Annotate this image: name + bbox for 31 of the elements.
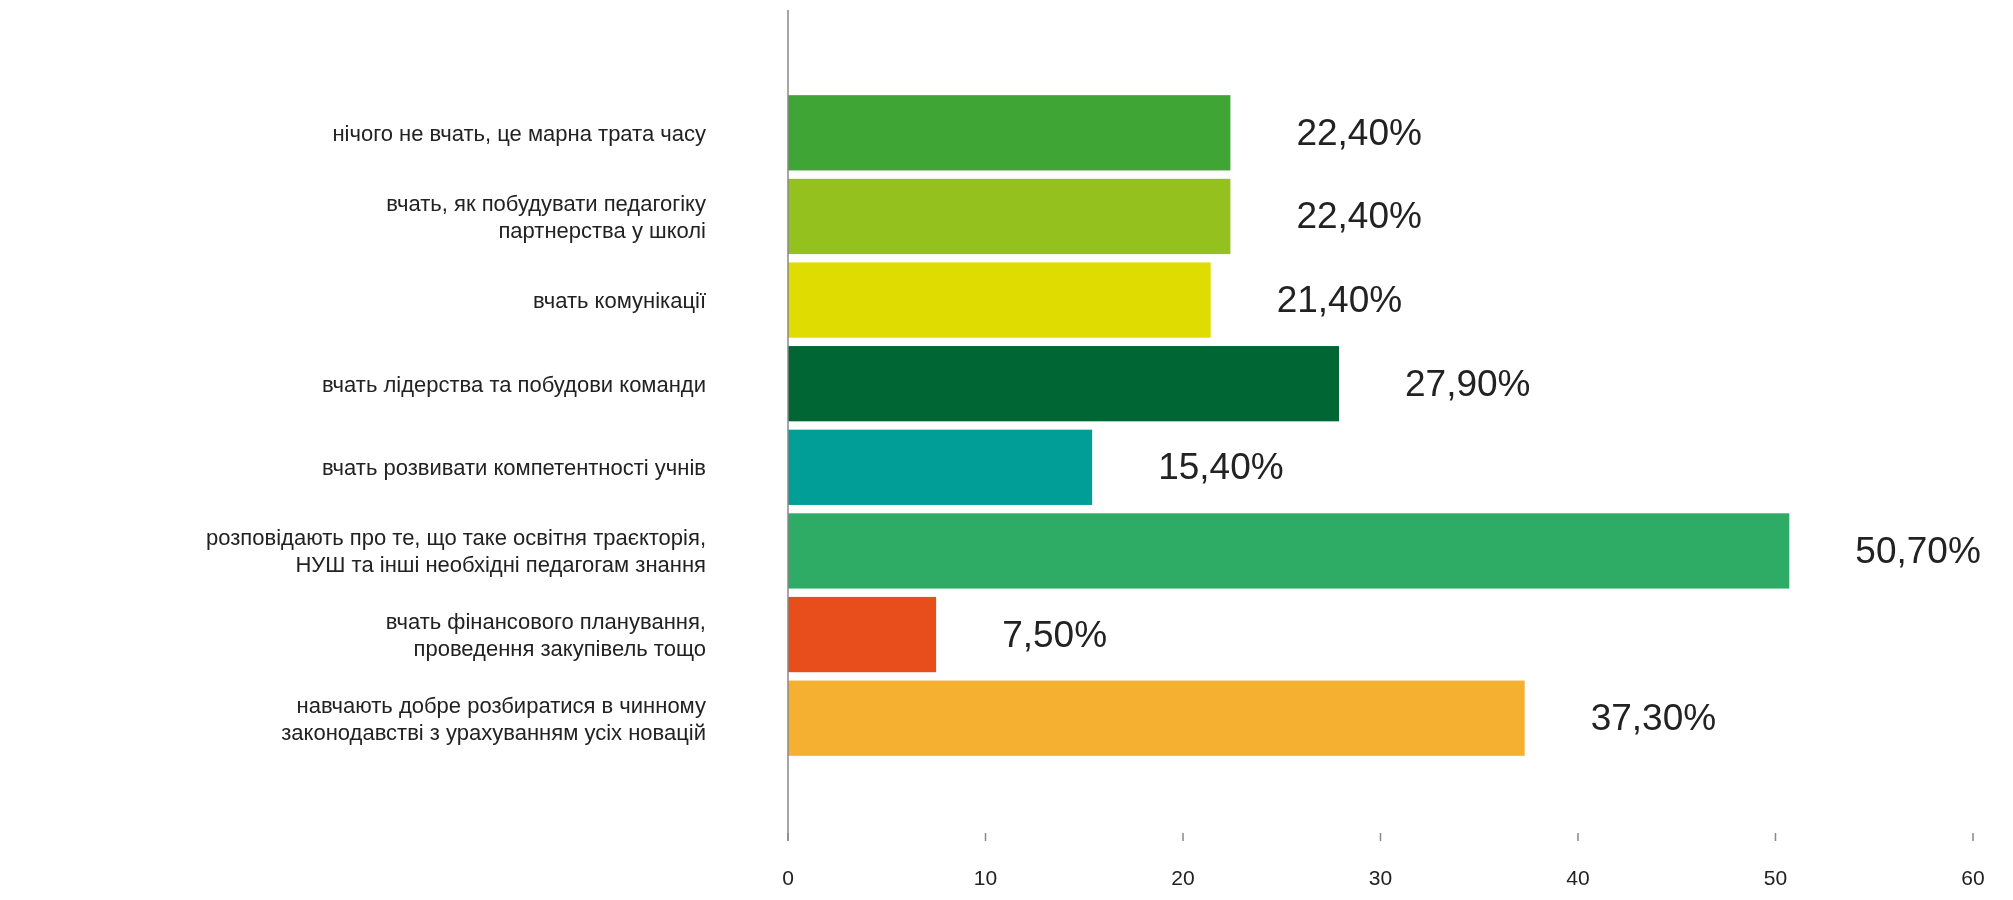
x-tick-label: 20 — [1171, 866, 1195, 889]
y-tick-label: нічого не вчать, це марна трата часу — [332, 120, 706, 146]
y-tick-label: вчать комунікації — [532, 288, 706, 314]
data-label: 22,40% — [1296, 111, 1422, 153]
data-label: 21,40% — [1276, 279, 1403, 321]
x-tick-label: 10 — [973, 866, 998, 889]
y-tick-label: розповідають про те, що таке освітня траєкторія, НУШ та інші необхідні педагогам знання — [206, 525, 706, 578]
data-label: 15,40% — [1158, 446, 1284, 488]
data-label: 27,90% — [1405, 362, 1531, 404]
bar — [788, 596, 937, 673]
bar — [788, 178, 1231, 255]
x-tick-label: 30 — [1368, 866, 1393, 889]
bar — [788, 680, 1525, 756]
data-label: 22,40% — [1296, 195, 1422, 237]
x-tick-label: 40 — [1566, 866, 1590, 889]
data-label: 37,30% — [1590, 697, 1717, 739]
bar — [788, 262, 1211, 338]
y-tick-label: вчать фінансового планування, проведення закупівель тощо — [385, 609, 706, 662]
data-label: 7,50% — [1002, 613, 1108, 655]
y-tick-label: вчать, як побудувати педагогіку партнерства у школі — [386, 190, 706, 243]
bar — [788, 95, 1231, 171]
x-tick-label: 50 — [1763, 866, 1788, 889]
y-tick-label: вчать розвивати компетентності учнів — [321, 455, 706, 481]
bar — [788, 513, 1790, 589]
data-label: 50,70% — [1855, 529, 1981, 571]
y-tick-label: вчать лідерства та побудови команди — [321, 371, 706, 397]
y-tick-label: навчають добре розбиратися в чинному законодавстві з урахуванням усіх новацій — [281, 692, 706, 745]
x-tick-label: 0 — [782, 866, 794, 889]
x-tick-label: 60 — [1961, 866, 1985, 889]
bar — [788, 346, 1340, 422]
bar — [788, 429, 1093, 505]
